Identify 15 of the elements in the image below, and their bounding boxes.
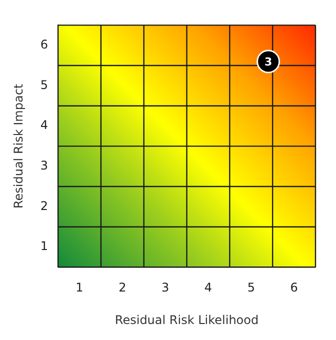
y-axis-title: Residual Risk Impact bbox=[11, 84, 26, 209]
x-tick-label: 1 bbox=[76, 280, 84, 295]
y-tick-label: 6 bbox=[40, 37, 48, 52]
annotation: 3 bbox=[264, 55, 272, 68]
x-tick-label: 3 bbox=[161, 280, 170, 295]
y-tick-label: 3 bbox=[40, 158, 48, 172]
y-tick-label: 2 bbox=[40, 198, 48, 213]
y-tick-label: 5 bbox=[40, 78, 48, 92]
x-tick-label: 4 bbox=[204, 280, 212, 295]
x-axis-title: Residual Risk Likelihood bbox=[114, 312, 259, 327]
y-tick-label: 1 bbox=[40, 239, 48, 254]
x-tick-label: 5 bbox=[247, 280, 255, 295]
y-tick-label: 4 bbox=[40, 118, 48, 132]
x-tick-label: 2 bbox=[118, 280, 126, 295]
x-tick-label: 6 bbox=[290, 280, 298, 295]
